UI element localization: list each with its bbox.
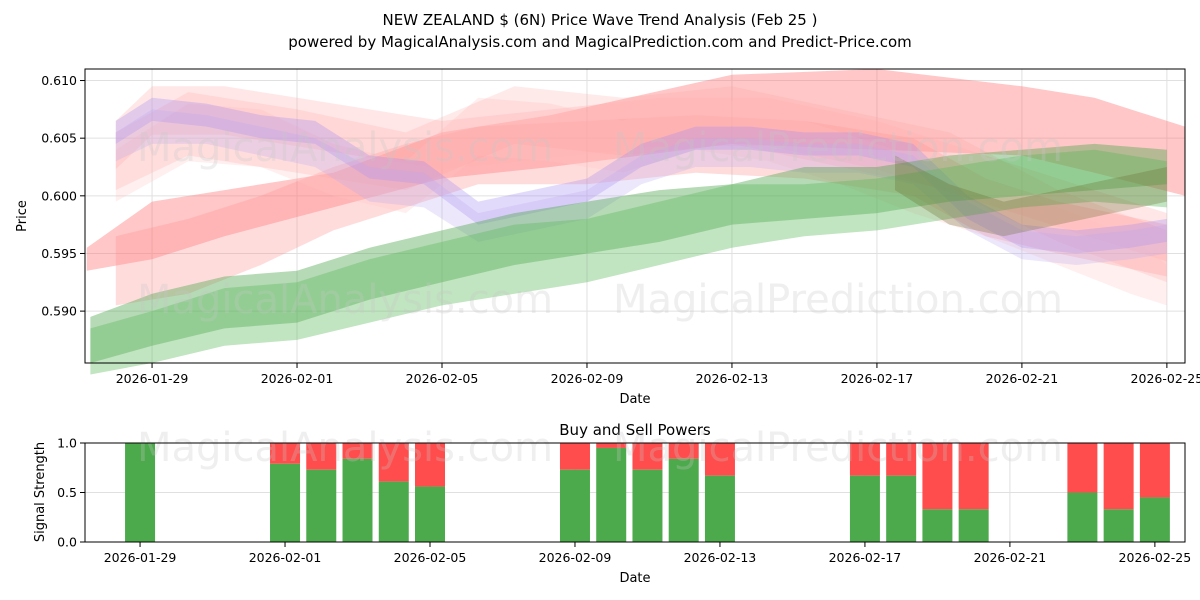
price-y-tick-label: 0.610 (41, 73, 77, 88)
buy-sell-x-tick-label: 2026-02-13 (684, 550, 757, 565)
sell-bar (1103, 443, 1134, 510)
price-band-6 (115, 97, 1167, 254)
buy-sell-y-tick-label: 0.0 (57, 535, 77, 550)
buy-sell-x-tick-label: 2026-02-17 (829, 550, 902, 565)
buy-bar (596, 447, 627, 542)
price-x-ticks: 2026-01-29 2026-02-01 2026-02-05 2026-02-09… (116, 363, 1200, 386)
buy-sell-x-axis-label: Date (619, 571, 650, 586)
sell-bar (559, 443, 590, 470)
chart-title: NEW ZEALAND $ (6N) Price Wave Trend Anal… (383, 11, 818, 29)
price-bands (86, 69, 1185, 375)
buy-bar (1067, 492, 1098, 542)
buy-sell-y-ticks: 0.0 0.5 1.0 (57, 436, 85, 550)
price-band-1 (86, 69, 1185, 271)
buy-bar (125, 443, 156, 542)
price-y-tick-label: 0.605 (41, 131, 77, 146)
price-band-8 (90, 143, 1167, 363)
price-band-4 (115, 92, 1167, 306)
buy-sell-y-tick-label: 0.5 (57, 485, 77, 500)
price-y-tick-label: 0.600 (41, 188, 77, 203)
buy-sell-y-tick-label: 1.0 (57, 436, 77, 451)
price-x-tick-label: 2026-02-09 (551, 371, 624, 386)
chart-subtitle: powered by MagicalAnalysis.com and Magic… (288, 33, 912, 51)
watermark-right-bottom: MagicalPrediction.com (613, 425, 1063, 471)
buy-sell-plot: Buy and Sell Powers MagicalAnalysis.com … (33, 421, 1191, 586)
buy-sell-title: Buy and Sell Powers (559, 421, 711, 439)
sell-bar (415, 443, 446, 487)
price-grid (85, 69, 1185, 363)
buy-bar (415, 486, 446, 542)
price-plot-frame (84, 68, 1186, 364)
buy-sell-x-tick-label: 2026-02-25 (1119, 550, 1192, 565)
watermark-right-top: MagicalPrediction.com (613, 125, 1063, 171)
buy-bar (342, 458, 373, 542)
sell-bar (1139, 443, 1170, 498)
buy-sell-x-tick-label: 2026-01-29 (104, 550, 177, 565)
buy-bar (886, 475, 917, 542)
price-band-7 (115, 109, 1167, 266)
buy-bar (559, 469, 590, 542)
buy-bar (704, 475, 735, 542)
price-y-ticks: 0.590 0.595 0.600 0.605 0.610 (41, 73, 85, 319)
buy-sell-y-axis-label: Signal Strength (33, 442, 48, 542)
buy-bar (306, 469, 337, 542)
price-band-10 (895, 155, 1167, 237)
sell-bar (378, 443, 409, 482)
sell-bar (306, 443, 337, 470)
buy-bar (1103, 509, 1134, 542)
buy-sell-x-ticks: 2026-01-29 2026-02-01 2026-02-05 2026-02-09… (104, 542, 1191, 565)
buy-bar (668, 458, 699, 542)
buy-bar (958, 509, 989, 542)
buy-sell-x-tick-label: 2026-02-09 (539, 550, 612, 565)
sell-bar (632, 443, 663, 470)
price-band-3 (115, 86, 1167, 262)
sell-bar (886, 443, 917, 476)
price-x-tick-label: 2026-02-25 (1131, 371, 1200, 386)
price-band-5 (115, 86, 1167, 283)
sell-bar (342, 443, 373, 459)
buy-bar (270, 463, 301, 542)
price-band-2 (115, 115, 1167, 306)
watermark-right-mid: MagicalPrediction.com (613, 277, 1063, 323)
watermark-left-top: MagicalAnalysis.com (137, 125, 553, 171)
buy-bar (849, 475, 880, 542)
buy-sell-x-tick-label: 2026-02-21 (974, 550, 1047, 565)
price-band-9 (90, 149, 1167, 375)
price-x-tick-label: 2026-02-13 (696, 371, 769, 386)
sell-bar (849, 443, 880, 476)
sell-bar (270, 443, 301, 464)
price-x-tick-label: 2026-02-17 (841, 371, 914, 386)
buy-bar (1139, 497, 1170, 542)
price-x-tick-label: 2026-02-01 (261, 371, 334, 386)
price-wave-plot: MagicalAnalysis.com MagicalPrediction.co… (15, 68, 1200, 407)
sell-bar (1067, 443, 1098, 493)
sell-bar (958, 443, 989, 510)
price-x-tick-label: 2026-01-29 (116, 371, 189, 386)
price-y-tick-label: 0.590 (41, 304, 77, 319)
watermark-left-bottom: MagicalAnalysis.com (137, 425, 553, 471)
price-x-axis-label: Date (619, 392, 650, 407)
sell-bar (704, 443, 735, 476)
price-x-tick-label: 2026-02-05 (406, 371, 479, 386)
price-x-tick-label: 2026-02-21 (986, 371, 1059, 386)
buy-sell-x-tick-label: 2026-02-01 (249, 550, 322, 565)
price-y-tick-label: 0.595 (41, 246, 77, 261)
price-y-axis-label: Price (15, 200, 30, 232)
sell-bar (922, 443, 953, 510)
buy-bar (378, 481, 409, 542)
buy-bar (632, 469, 663, 542)
sell-bar (596, 443, 627, 448)
sell-bar (668, 443, 699, 459)
watermark-left-mid: MagicalAnalysis.com (137, 277, 553, 323)
buy-sell-x-tick-label: 2026-02-05 (394, 550, 467, 565)
buy-bar (922, 509, 953, 542)
buy-sell-bars (125, 443, 1170, 542)
